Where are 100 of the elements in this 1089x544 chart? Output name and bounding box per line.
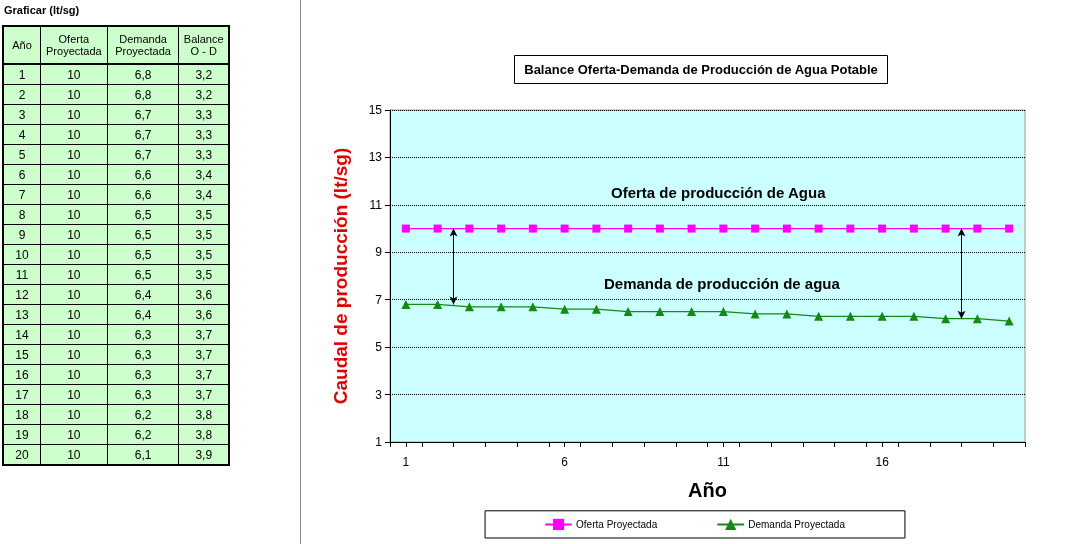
text: 4: [3, 124, 41, 145]
annotation: Oferta de producción de Agua: [611, 184, 827, 201]
point: [909, 311, 919, 321]
text: 10: [40, 364, 108, 385]
text: 6,7: [107, 144, 179, 165]
point: [719, 224, 728, 233]
point: [718, 307, 728, 317]
text: 10: [40, 304, 108, 325]
x-tick-label: 1: [402, 455, 410, 469]
text: 3: [3, 104, 41, 125]
text: 10: [40, 424, 108, 445]
x-tick-label: 16: [875, 455, 890, 469]
text: 6,5: [107, 264, 179, 285]
text: 10: [40, 204, 108, 225]
point: [878, 224, 887, 233]
text: 6,7: [107, 104, 179, 125]
point: [624, 224, 633, 233]
point: [782, 224, 791, 233]
text: 6,4: [107, 304, 179, 325]
text: 3,2: [178, 84, 229, 105]
point: [973, 224, 982, 233]
point: [1004, 316, 1014, 326]
text: Demanda Proyectada: [107, 26, 179, 64]
point: [623, 307, 633, 317]
x-tick-label: 11: [717, 455, 730, 469]
point: [591, 304, 601, 314]
text: 10: [40, 124, 108, 145]
text: 6,7: [107, 124, 179, 145]
legend-label: Oferta Proyectada: [576, 518, 658, 530]
text: 3,4: [178, 184, 229, 205]
point: [560, 304, 570, 314]
text: 3,7: [178, 364, 229, 385]
text: 6: [3, 164, 41, 185]
text: 10: [3, 244, 41, 265]
point: [401, 224, 410, 233]
text: 6,3: [107, 384, 179, 405]
point: [528, 224, 537, 233]
text: 10: [40, 64, 108, 85]
text: Balance O - D: [178, 26, 229, 64]
x-tick-label: 6: [561, 455, 569, 469]
point: [401, 299, 411, 309]
text: 3,7: [178, 344, 229, 365]
text: 10: [40, 444, 108, 465]
point: [751, 224, 760, 233]
point: [877, 311, 887, 321]
text: 10: [40, 384, 108, 405]
text: 10: [40, 164, 108, 185]
text: 6,2: [107, 424, 179, 445]
text: 3,5: [178, 224, 229, 245]
point: [909, 224, 918, 233]
text: 2: [3, 84, 41, 105]
text: 14: [3, 324, 41, 345]
point: [941, 224, 950, 233]
y-tick-label: 13: [368, 150, 383, 165]
point: [560, 224, 569, 233]
text: 9: [3, 224, 41, 245]
text: 6,1: [107, 444, 179, 465]
y-axis-title: Caudal de producción (lt/sg): [330, 147, 351, 405]
text: 6,3: [107, 364, 179, 385]
text: 3,2: [178, 64, 229, 85]
text: 10: [40, 224, 108, 245]
text: 6,8: [107, 64, 179, 85]
text: 3,7: [178, 384, 229, 405]
x-axis-title: Año: [688, 479, 727, 501]
y-tick-label: 3: [375, 387, 383, 402]
text: 6,5: [107, 204, 179, 225]
point: [655, 307, 665, 317]
point: [972, 314, 982, 324]
point: [687, 224, 696, 233]
text: 6,8: [107, 84, 179, 105]
text: 13: [3, 304, 41, 325]
text: 8: [3, 204, 41, 225]
text: 20: [3, 444, 41, 465]
text: 12: [3, 284, 41, 305]
text: 18: [3, 404, 41, 425]
text: 6,6: [107, 184, 179, 205]
text: 3,3: [178, 144, 229, 165]
annotation: Demanda de producción de agua: [604, 275, 841, 292]
text: 10: [40, 344, 108, 365]
text: 10: [40, 404, 108, 425]
text: 6,3: [107, 344, 179, 365]
y-tick-label: 11: [369, 197, 383, 212]
text: 6,5: [107, 224, 179, 245]
text: 7: [3, 184, 41, 205]
text: 3,7: [178, 324, 229, 345]
point: [465, 224, 474, 233]
text: 3,3: [178, 104, 229, 125]
text: 15: [3, 344, 41, 365]
point: [845, 311, 855, 321]
text: 1: [3, 64, 41, 85]
text: 3,6: [178, 304, 229, 325]
y-tick-label: 15: [368, 103, 383, 117]
text: 5: [3, 144, 41, 165]
text: 6,5: [107, 244, 179, 265]
text: 3,8: [178, 424, 229, 445]
point: [655, 224, 664, 233]
text: 6,3: [107, 324, 179, 345]
point: [687, 307, 697, 317]
y-tick-label: 1: [375, 435, 383, 449]
point: [592, 224, 601, 233]
